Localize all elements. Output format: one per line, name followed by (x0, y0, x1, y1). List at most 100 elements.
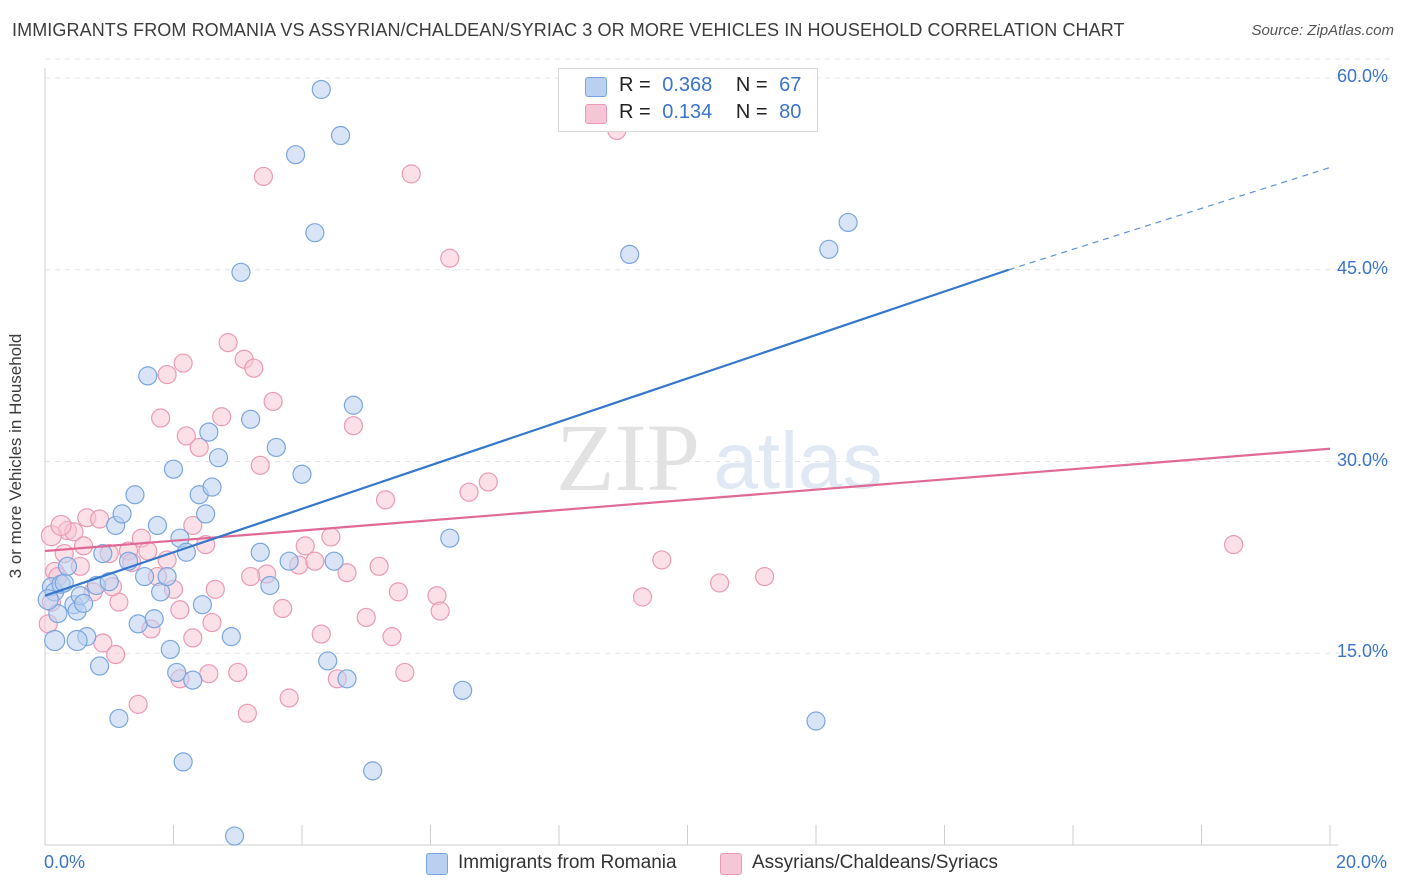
blue-point-60 (620, 244, 640, 265)
pink-point-43 (273, 598, 293, 619)
y-tick-label-1: 30.0% (1337, 449, 1389, 470)
pink-point-34 (218, 333, 238, 353)
pink-point-32 (205, 579, 225, 599)
blue-point-50 (305, 223, 325, 243)
pink-point-79 (73, 536, 94, 556)
blue-point-52 (318, 651, 338, 671)
blue-point-17 (112, 504, 132, 524)
blue-point-26 (157, 566, 177, 587)
blue-point-44 (250, 542, 270, 562)
y-tick-label-3: 60.0% (1337, 66, 1389, 86)
x-tick-max: 20.0% (1336, 852, 1388, 872)
pink-point-51 (337, 563, 357, 583)
bottom-legend-swatch-blue (426, 853, 448, 875)
blue-point-54 (330, 125, 351, 146)
blue-point-19 (125, 485, 145, 505)
pink-trendline (44, 447, 1331, 553)
pink-point-56 (382, 627, 402, 647)
legend-pink-n-label: N = (735, 101, 768, 123)
pink-point-27 (183, 628, 203, 648)
blue-point-5 (57, 556, 78, 576)
blue-trendline (44, 268, 1010, 597)
blue-point-22 (138, 366, 158, 386)
blue-point-2 (48, 604, 68, 624)
blue-point-59 (453, 680, 473, 700)
pink-point-38 (244, 358, 264, 378)
blue-point-53 (324, 551, 344, 571)
bottom-legend-swatch-pink (720, 853, 742, 875)
pink-point-40 (253, 166, 274, 187)
y-tick-label-0: 15.0% (1337, 641, 1389, 662)
pink-point-37 (237, 703, 257, 723)
trend-lines (44, 166, 1331, 597)
y-tick-label-2: 45.0% (1337, 257, 1389, 278)
blue-point-64 (37, 588, 59, 611)
blue-point-49 (292, 464, 312, 484)
legend-swatch-pink (585, 104, 607, 124)
pink-point-26 (176, 426, 196, 446)
pink-point-48 (311, 624, 331, 644)
legend-swatch-blue (585, 77, 607, 97)
legend-pink-r-label: R = (619, 101, 651, 123)
pink-point-58 (395, 662, 415, 683)
blue-point-42 (231, 262, 251, 282)
legend-pink-n-value: 80 (779, 101, 802, 123)
legend-blue-n-value: 67 (779, 74, 802, 96)
blue-point-21 (134, 566, 155, 587)
blue-point-43 (241, 409, 261, 429)
legend-blue-n-label: N = (735, 74, 768, 96)
blue-point-36 (196, 504, 216, 524)
legend-pink-r-value: 0.134 (662, 101, 713, 123)
blue-point-47 (279, 551, 299, 571)
blue-point-66 (44, 629, 66, 652)
blue-point-51 (311, 79, 331, 100)
pink-point-68 (710, 573, 730, 593)
pink-point-25 (173, 353, 193, 373)
blue-point-35 (192, 595, 213, 615)
pink-point-62 (440, 248, 460, 268)
legend-blue-r-value: 0.368 (662, 74, 713, 96)
blue-point-46 (266, 437, 286, 458)
blue-point-9 (73, 593, 94, 613)
pink-point-42 (263, 391, 283, 412)
pink-point-44 (279, 688, 299, 708)
blue-point-55 (337, 669, 357, 689)
blue-point-65 (66, 629, 88, 652)
pink-point-70 (1224, 534, 1244, 555)
blue-point-45 (260, 575, 280, 596)
pink-point-69 (754, 566, 775, 587)
x-tick-min: 0.0% (44, 852, 86, 872)
pink-point-54 (369, 556, 389, 576)
pink-point-21 (151, 408, 171, 428)
pink-point-64 (478, 472, 498, 492)
blue-point-23 (144, 609, 164, 629)
blue-point-27 (160, 639, 180, 660)
stats-legend: R = 0.368 N = 67 R = 0.134 N = 80 (558, 68, 818, 132)
pink-point-10 (90, 509, 110, 529)
pink-point-24 (170, 600, 190, 620)
blue-point-40 (221, 627, 241, 647)
blue-series (37, 79, 858, 846)
pink-point-55 (375, 490, 396, 510)
bottom-legend-blue-label: Immigrants from Romania (458, 852, 677, 873)
pink-point-13 (106, 644, 126, 665)
pink-point-30 (199, 664, 219, 684)
pink-point-67 (652, 550, 672, 570)
blue-trendline-extension (1008, 166, 1331, 271)
pink-point-66 (632, 587, 653, 607)
blue-point-39 (208, 448, 229, 468)
blue-point-29 (167, 662, 187, 683)
blue-point-31 (173, 752, 193, 772)
blue-point-57 (363, 761, 383, 781)
blue-point-37 (199, 422, 219, 442)
y-axis-label: 3 or more Vehicles in Household (6, 333, 25, 579)
pink-point-49 (321, 527, 341, 547)
pink-point-53 (356, 607, 376, 628)
pink-point-33 (212, 407, 232, 427)
pink-point-75 (50, 514, 72, 537)
pink-point-16 (128, 694, 148, 714)
blue-point-32 (176, 542, 196, 562)
pink-point-59 (401, 164, 421, 184)
pink-point-35 (228, 662, 248, 683)
pink-point-52 (343, 416, 363, 436)
